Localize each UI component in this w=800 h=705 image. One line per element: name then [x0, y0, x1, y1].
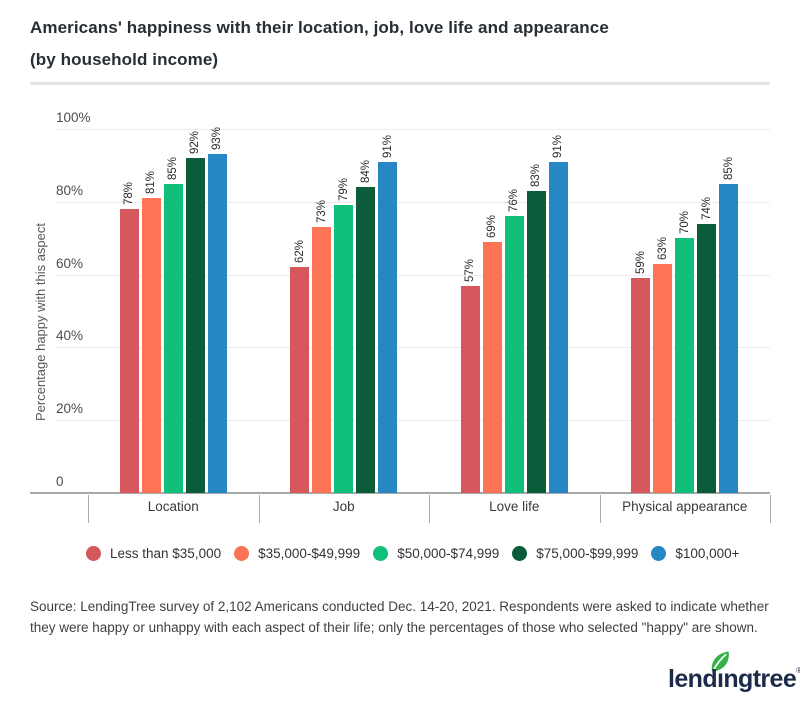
bar-value-label: 92%	[189, 131, 202, 155]
bar	[719, 183, 739, 493]
legend-item: $75,000-$99,999	[512, 546, 638, 561]
bar	[334, 205, 354, 493]
bar	[548, 161, 568, 493]
category-separator	[258, 495, 260, 523]
chart-legend: Less than $35,000 $35,000-$49,999 $50,000-…	[86, 546, 740, 561]
bar-value-label: 78%	[123, 182, 136, 206]
bar-value-label: 84%	[359, 160, 372, 184]
bar-value-label: 93%	[211, 127, 224, 151]
bar-value-label: 63%	[656, 236, 669, 260]
bar-value-label: 70%	[678, 211, 691, 235]
bar	[697, 223, 717, 493]
bar	[653, 263, 673, 493]
bar-value-label: 73%	[315, 200, 328, 224]
bar	[460, 285, 480, 493]
source-note: Source: LendingTree survey of 2,102 Amer…	[30, 599, 769, 635]
bar	[163, 183, 183, 493]
legend-label: $100,000+	[675, 546, 740, 561]
y-tick-label: 80%	[56, 182, 84, 198]
gridline	[55, 347, 770, 349]
bar-value-label: 85%	[167, 156, 180, 180]
gridline	[55, 129, 770, 130]
bar	[675, 238, 695, 493]
bar	[504, 216, 524, 493]
y-tick-label: 20%	[56, 401, 84, 417]
legend-swatch-icon	[373, 546, 389, 561]
legend-swatch-icon	[86, 546, 101, 561]
legend-label: $50,000-$74,999	[397, 546, 500, 561]
legend-label: $35,000-$49,999	[258, 546, 361, 561]
y-axis-label: Percentage happy with this aspect	[33, 222, 48, 422]
bar	[356, 187, 376, 493]
bar-value-label: 59%	[634, 251, 647, 275]
gridline	[55, 201, 770, 203]
chart-title-line1: Americans' happiness with their location…	[30, 18, 609, 37]
legend-label: Less than $35,000	[110, 546, 222, 561]
bar	[290, 267, 310, 493]
category-separator	[429, 495, 430, 523]
bar	[378, 161, 398, 493]
legend-swatch-icon	[234, 546, 250, 561]
bar-value-label: 91%	[552, 134, 565, 158]
bar-value-label: 69%	[486, 214, 499, 238]
gridline	[55, 420, 770, 422]
bar-value-label: 85%	[722, 156, 735, 180]
bar-value-label: 81%	[145, 171, 158, 195]
legend-item: $100,000+	[651, 546, 740, 561]
y-tick-label: 60%	[56, 255, 84, 271]
bar-value-label: 76%	[508, 189, 521, 213]
legend-item: $35,000-$49,999	[234, 546, 360, 561]
bar	[119, 209, 139, 493]
bar-value-label: 74%	[700, 196, 713, 220]
legend-swatch-icon	[651, 546, 667, 561]
bar	[141, 198, 161, 493]
legend-item: $50,000-$74,999	[373, 546, 499, 561]
registered-mark: ®	[796, 666, 800, 675]
leaf-icon	[708, 650, 731, 678]
bar	[312, 227, 332, 493]
category-separator	[770, 495, 771, 523]
title-divider	[30, 82, 770, 85]
category-separator	[88, 495, 89, 523]
x-category-label: Physical appearance	[622, 499, 748, 514]
lendingtree-logo: lendıngtree®	[668, 650, 800, 700]
bar	[207, 154, 227, 493]
legend-swatch-icon	[512, 546, 528, 561]
bar-value-label: 57%	[464, 258, 477, 282]
x-category-label: Job	[332, 499, 355, 514]
bar-value-label: 83%	[530, 163, 543, 187]
y-tick-label: 100%	[56, 110, 91, 125]
bar	[185, 158, 205, 493]
gridline	[55, 274, 770, 276]
y-tick-label: 0	[56, 474, 64, 489]
bar-value-label: 79%	[337, 178, 350, 202]
x-category-label: Location	[147, 499, 199, 514]
category-separator	[599, 495, 601, 523]
bar-value-label: 62%	[293, 240, 306, 264]
y-tick-label: 40%	[56, 328, 84, 344]
bar	[482, 241, 502, 493]
bar	[526, 190, 546, 493]
bar-value-label: 91%	[381, 134, 394, 158]
x-category-label: Love life	[489, 499, 540, 514]
legend-item: Less than $35,000	[86, 546, 221, 561]
legend-label: $75,000-$99,999	[536, 546, 639, 561]
chart-title-line2: (by household income)	[30, 50, 219, 69]
x-axis-line	[30, 492, 770, 494]
bar	[631, 278, 651, 493]
logo-wordmark: lendıngtree®	[668, 665, 800, 693]
